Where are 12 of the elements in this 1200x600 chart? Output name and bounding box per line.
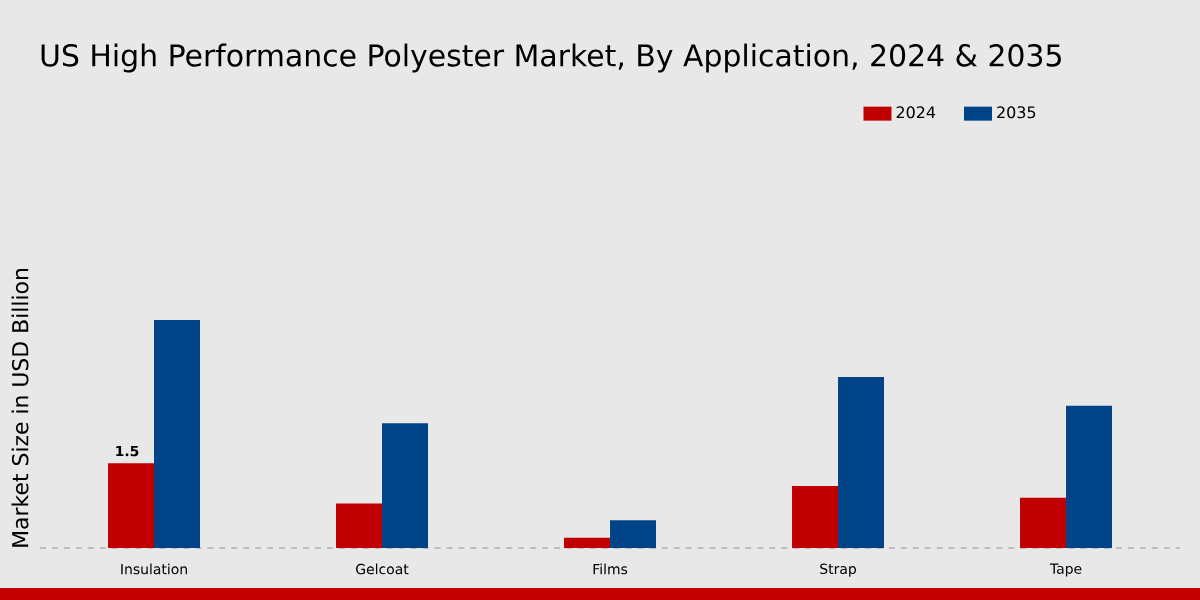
bar: [610, 520, 657, 548]
bar: [792, 485, 839, 548]
y-axis-title: Market Size in USD Billion: [11, 268, 29, 547]
bar: [1020, 497, 1067, 548]
bar: [108, 463, 155, 548]
bar: [336, 503, 383, 548]
bar: [382, 423, 429, 548]
chart-title: US High Performance Polyester Market, By Application, 2024 & 2035: [41, 43, 1061, 73]
bar: [154, 320, 201, 548]
bar: [838, 377, 885, 548]
bar: [1066, 405, 1113, 548]
bar: [564, 537, 611, 548]
